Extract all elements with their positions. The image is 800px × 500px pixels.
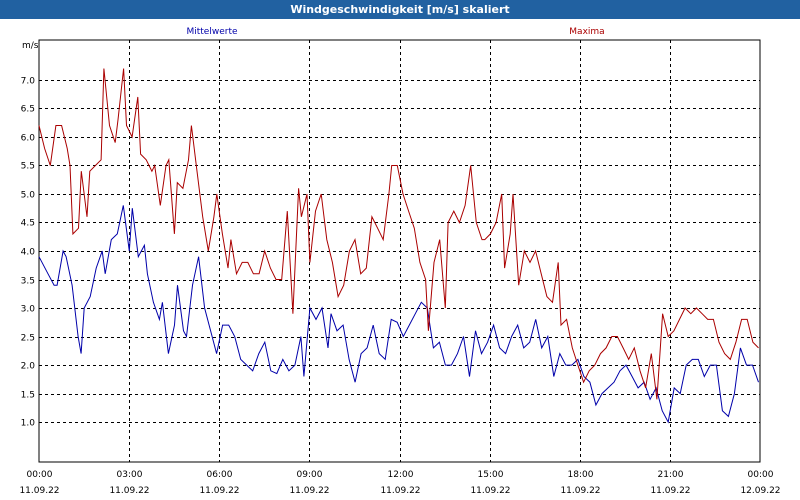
y-tick-label: 3.0 — [21, 305, 36, 315]
x-tick-date: 11.09.22 — [650, 486, 690, 496]
x-tick-date: 12.09.22 — [740, 486, 780, 496]
x-tick-time: 00:00 — [27, 470, 53, 480]
x-tick-time: 18:00 — [568, 470, 594, 480]
y-tick-label: 4.5 — [21, 219, 35, 229]
y-axis-ticks: 1.0 1.5 2.0 2.5 3.0 3.5 4.0 4.5 5.0 5.5 6.0 6.5 7.0 — [21, 77, 36, 429]
y-tick-label: 7.0 — [21, 77, 36, 87]
y-tick-label: 2.5 — [21, 334, 35, 344]
x-tick-time: 21:00 — [658, 470, 684, 480]
y-axis-unit: m/s — [22, 41, 39, 51]
x-tick-time: 06:00 — [207, 470, 233, 480]
x-tick-time: 00:00 — [748, 470, 774, 480]
y-tick-label: 4.0 — [21, 248, 36, 258]
y-tick-label: 6.0 — [21, 134, 36, 144]
y-tick-label: 5.0 — [21, 191, 36, 201]
legend-mean: Mittelwerte — [186, 27, 237, 37]
y-tick-label: 6.5 — [21, 105, 35, 115]
x-tick-date: 11.09.22 — [19, 486, 59, 496]
window-title: Windgeschwindigkeit [m/s] skaliert — [0, 0, 800, 19]
y-tick-label: 2.0 — [21, 362, 36, 372]
y-tick-label: 3.5 — [21, 277, 35, 287]
x-tick-time: 03:00 — [117, 470, 143, 480]
x-tick-time: 12:00 — [388, 470, 414, 480]
mean-series-line — [38, 205, 759, 424]
y-tick-label: 1.0 — [21, 419, 36, 429]
x-tick-date: 11.09.22 — [199, 486, 239, 496]
max-series-line — [38, 68, 759, 400]
x-tick-date: 11.09.22 — [470, 486, 510, 496]
legend-max: Maxima — [569, 27, 604, 37]
x-tick-date: 11.09.22 — [109, 486, 149, 496]
x-tick-date: 11.09.22 — [289, 486, 329, 496]
y-tick-label: 1.5 — [21, 391, 35, 401]
x-tick-date: 11.09.22 — [560, 486, 600, 496]
x-tick-time: 15:00 — [478, 470, 504, 480]
x-axis-ticks: 00:00 11.09.22 03:00 11.09.22 06:00 11.09.22 0… — [19, 470, 780, 496]
series-lines — [38, 68, 759, 424]
y-tick-label: 5.5 — [21, 162, 35, 172]
x-tick-date: 11.09.22 — [380, 486, 420, 496]
x-tick-time: 09:00 — [297, 470, 323, 480]
